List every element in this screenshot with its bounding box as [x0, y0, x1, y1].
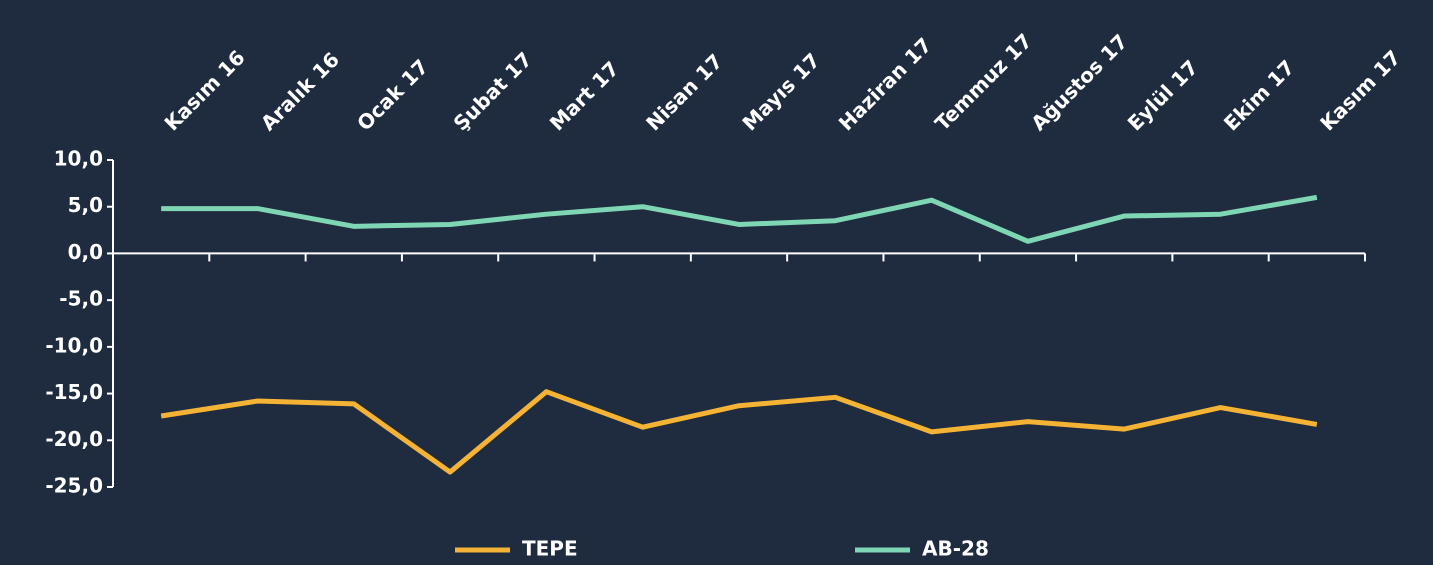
x-tick-label: Ocak 17	[352, 54, 433, 135]
series-line	[161, 194, 1318, 244]
x-tick-label: Şubat 17	[449, 47, 537, 135]
x-tick-label: Nisan 17	[641, 49, 727, 135]
x-tick-label: Ağustos 17	[1026, 29, 1132, 135]
x-tick-label: Ekim 17	[1219, 55, 1299, 135]
y-tick-label: -25,0	[45, 474, 103, 498]
x-tick-label: Aralık 16	[256, 47, 344, 135]
x-tick-label: Eylül 17	[1123, 55, 1203, 135]
y-tick-label: -10,0	[45, 333, 103, 357]
y-tick-label: 5,0	[68, 193, 103, 217]
x-tick-label: Temmuz 17	[930, 29, 1037, 136]
y-tick-label: 10,0	[54, 147, 103, 171]
y-tick-label: 0,0	[68, 240, 103, 264]
x-tick-label: Mayıs 17	[737, 48, 824, 135]
y-tick-label: -20,0	[45, 427, 103, 451]
legend-label: TEPE	[522, 537, 578, 561]
legend-label: AB-28	[922, 537, 989, 561]
y-tick-label: -5,0	[59, 287, 103, 311]
x-tick-label: Mart 17	[545, 56, 624, 135]
y-tick-label: -15,0	[45, 380, 103, 404]
x-tick-label: Kasım 16	[160, 45, 250, 135]
x-tick-label: Kasım 17	[1315, 45, 1405, 135]
series-line	[160, 389, 1318, 475]
x-tick-label: Haziran 17	[834, 33, 937, 136]
